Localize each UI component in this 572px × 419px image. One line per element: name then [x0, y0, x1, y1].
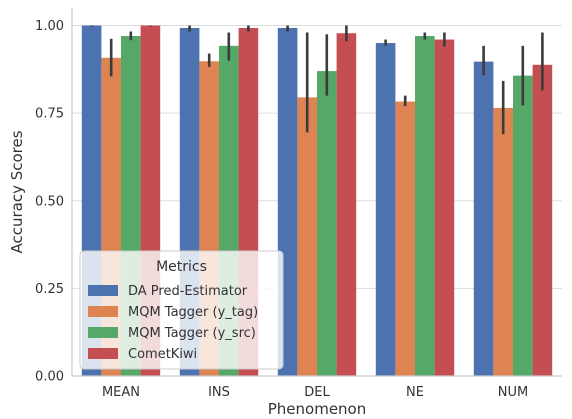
x-tick-label: INS [208, 385, 230, 400]
axes: 0.00 0.25 0.50 0.75 1.00 MEAN INS DEL NE NUM [35, 8, 562, 400]
legend-swatch [88, 306, 118, 317]
legend-label: MQM Tagger (y_tag) [128, 305, 258, 320]
bar [532, 64, 553, 376]
bar [395, 101, 415, 376]
bar [513, 75, 533, 376]
bar [336, 33, 357, 377]
bar [375, 43, 396, 377]
legend-swatch [88, 285, 118, 296]
legend-title: Metrics [156, 259, 207, 275]
x-tick-label: NUM [498, 385, 528, 400]
error-bar-group [90, 25, 544, 135]
x-axis-title: Phenomenon [268, 400, 367, 418]
legend-swatch [88, 348, 118, 359]
legend-items: DA Pred-Estimator MQM Tagger (y_tag) MQM T… [88, 284, 258, 362]
y-axis-title: Accuracy Scores [8, 130, 26, 253]
x-tick-label: DEL [304, 385, 330, 400]
bar [493, 107, 513, 376]
bar [434, 39, 455, 377]
y-tick-label: 0.50 [35, 194, 64, 209]
bar [297, 97, 317, 376]
bar [473, 61, 494, 376]
bar [415, 36, 435, 377]
legend-label: MQM Tagger (y_src) [128, 326, 256, 341]
legend-label: DA Pred-Estimator [128, 284, 248, 299]
y-tick-label: 0.25 [35, 282, 64, 297]
legend: Metrics DA Pred-Estimator MQM Tagger (y_t… [79, 250, 284, 370]
legend-swatch [88, 327, 118, 338]
legend-box [79, 250, 284, 370]
y-tick-label: 0.75 [35, 107, 64, 122]
y-tick-label: 0.00 [35, 370, 64, 385]
legend-label: CometKiwi [128, 347, 197, 362]
x-tick-label: MEAN [102, 385, 140, 400]
bar [317, 71, 337, 376]
x-tick-label: NE [406, 385, 424, 400]
y-tick-label: 1.00 [35, 19, 64, 34]
